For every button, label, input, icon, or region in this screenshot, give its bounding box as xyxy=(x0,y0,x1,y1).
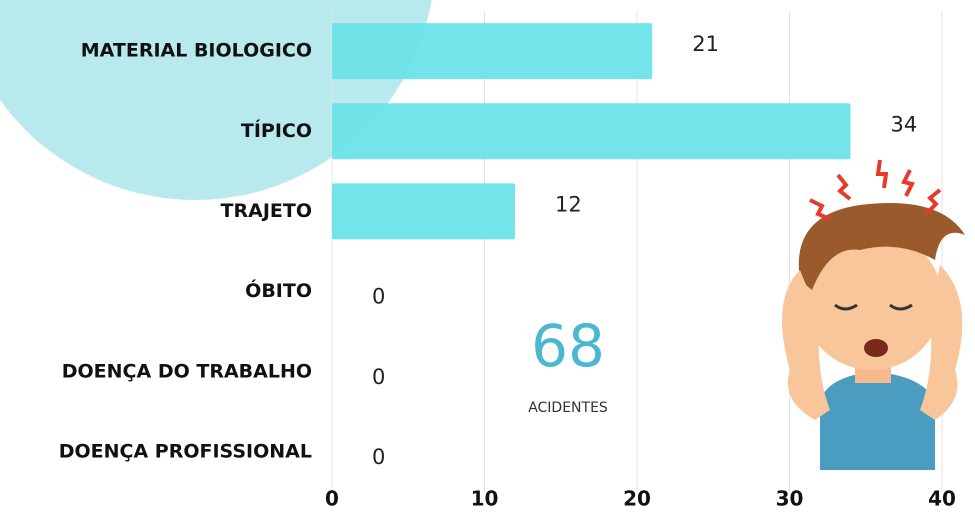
x-tick-label: 0 xyxy=(325,487,339,511)
x-tick-label: 30 xyxy=(776,487,804,511)
x-tick-label: 20 xyxy=(623,487,651,511)
category-label: DOENÇA DO TRABALHO xyxy=(62,360,312,382)
x-tick-label: 40 xyxy=(928,487,956,511)
category-label: DOENÇA PROFISSIONAL xyxy=(59,440,312,462)
value-label: 0 xyxy=(372,445,385,469)
category-label: ÓBITO xyxy=(245,278,312,302)
value-label: 0 xyxy=(372,285,385,309)
cartoon-person xyxy=(782,159,965,470)
total-label: ACIDENTES xyxy=(528,400,608,416)
decor-circle xyxy=(0,0,432,200)
value-label: 12 xyxy=(555,192,582,216)
category-label: TÍPICO xyxy=(241,119,312,142)
bar xyxy=(332,103,851,160)
total-number: 68 xyxy=(531,312,605,380)
value-label: 21 xyxy=(692,32,719,56)
bar xyxy=(332,23,653,80)
value-label: 34 xyxy=(891,112,918,136)
category-label: TRAJETO xyxy=(221,200,312,222)
bar xyxy=(332,183,515,240)
category-label: MATERIAL BIOLOGICO xyxy=(81,40,312,62)
x-tick-label: 10 xyxy=(471,487,499,511)
value-label: 0 xyxy=(372,365,385,389)
